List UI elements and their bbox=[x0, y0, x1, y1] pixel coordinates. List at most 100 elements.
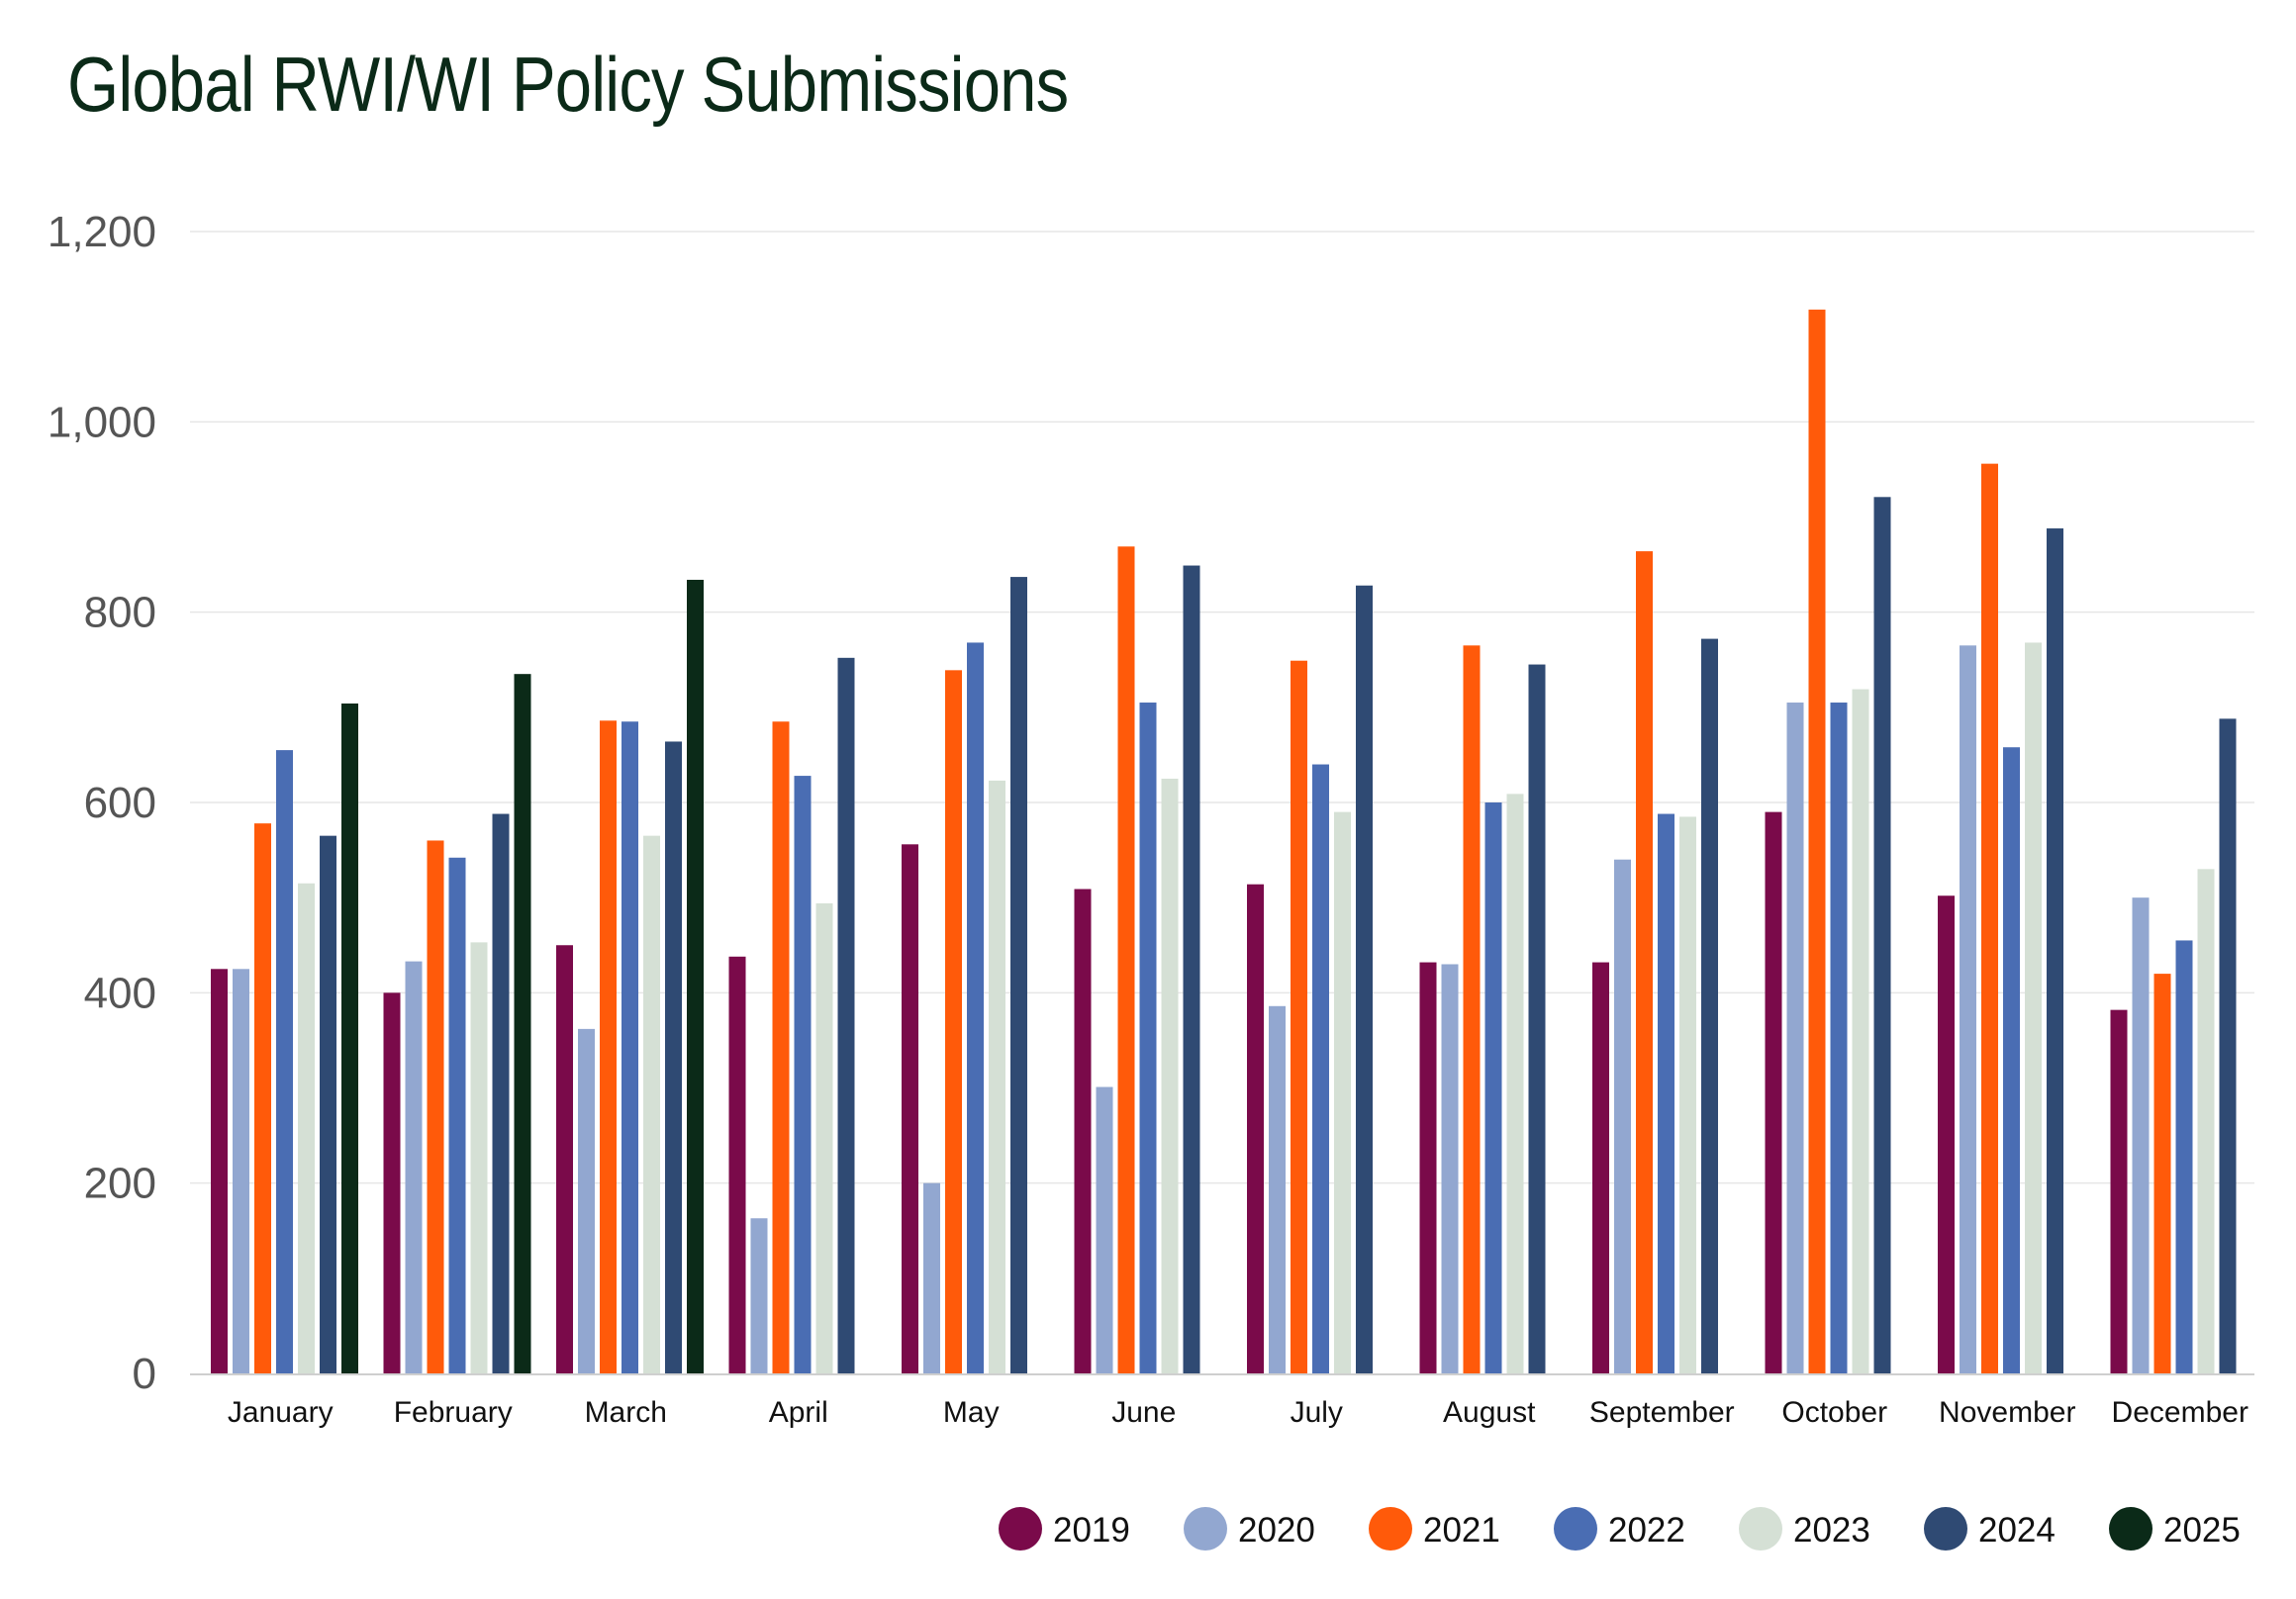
bar-2022-september bbox=[1658, 813, 1674, 1373]
bar-2019-july bbox=[1247, 884, 1264, 1373]
bar-2019-march bbox=[556, 945, 573, 1373]
legend-item-2022[interactable]: 2022 bbox=[1554, 1507, 1685, 1551]
bar-2021-march bbox=[600, 720, 617, 1373]
x-tick-label: March bbox=[585, 1396, 667, 1429]
bar-2024-february bbox=[492, 813, 510, 1373]
legend-item-2021[interactable]: 2021 bbox=[1369, 1507, 1500, 1551]
bar-2021-november bbox=[1981, 463, 1998, 1373]
legend-swatch bbox=[1739, 1507, 1782, 1551]
legend-swatch bbox=[1369, 1507, 1412, 1551]
bar-2021-june bbox=[1117, 546, 1135, 1373]
bar-2022-august bbox=[1484, 802, 1502, 1373]
bar-2021-january bbox=[254, 823, 271, 1373]
bar-2023-november bbox=[2025, 642, 2042, 1373]
bar-2023-october bbox=[1852, 689, 1869, 1373]
bar-2019-november bbox=[1938, 895, 1955, 1373]
legend-label: 2023 bbox=[1793, 1511, 1870, 1550]
legend-label: 2019 bbox=[1053, 1511, 1130, 1550]
bars bbox=[211, 309, 2237, 1373]
legend-swatch bbox=[1924, 1507, 1967, 1551]
bar-2024-april bbox=[837, 657, 855, 1373]
legend-swatch bbox=[2109, 1507, 2152, 1551]
bar-2023-january bbox=[298, 883, 315, 1373]
bar-2021-september bbox=[1636, 551, 1653, 1373]
x-tick-label: June bbox=[1111, 1396, 1176, 1429]
bar-2020-april bbox=[750, 1218, 768, 1373]
bar-2021-july bbox=[1291, 660, 1307, 1373]
legend-label: 2025 bbox=[2163, 1511, 2241, 1550]
bar-2021-february bbox=[427, 840, 444, 1373]
y-tick-label: 0 bbox=[133, 1350, 156, 1398]
x-tick-label: April bbox=[769, 1396, 828, 1429]
legend-swatch bbox=[1554, 1507, 1597, 1551]
y-tick-label: 200 bbox=[84, 1160, 156, 1208]
bar-2023-september bbox=[1679, 816, 1696, 1373]
bar-2024-july bbox=[1356, 585, 1373, 1373]
bar-2021-april bbox=[772, 721, 790, 1373]
bar-2020-october bbox=[1786, 703, 1804, 1373]
bar-2022-january bbox=[276, 750, 293, 1373]
bar-2022-february bbox=[448, 857, 466, 1373]
bar-2022-november bbox=[2003, 747, 2020, 1373]
bar-2021-may bbox=[945, 670, 962, 1373]
legend-item-2024[interactable]: 2024 bbox=[1924, 1507, 2056, 1551]
bar-2019-september bbox=[1592, 962, 1609, 1373]
bar-2024-october bbox=[1873, 497, 1891, 1373]
bar-2019-june bbox=[1074, 889, 1092, 1373]
y-tick-label: 600 bbox=[84, 779, 156, 827]
bar-2019-december bbox=[2110, 1009, 2128, 1373]
bar-2024-march bbox=[665, 741, 682, 1373]
legend-item-2023[interactable]: 2023 bbox=[1739, 1507, 1870, 1551]
bar-2020-november bbox=[1960, 645, 1976, 1373]
bar-2020-january bbox=[233, 969, 249, 1373]
x-axis-category-labels: January February March April May June July Augu… bbox=[228, 1396, 2248, 1429]
legend-swatch bbox=[1184, 1507, 1227, 1551]
bar-2023-july bbox=[1334, 811, 1351, 1373]
x-tick-label: February bbox=[394, 1396, 513, 1429]
legend[interactable]: 2019 2020 2021 2022 2023 2024 2025 bbox=[999, 1507, 2241, 1551]
bar-2021-december bbox=[2153, 974, 2171, 1373]
legend-item-2025[interactable]: 2025 bbox=[2109, 1507, 2241, 1551]
bar-2020-february bbox=[405, 961, 423, 1373]
bar-2020-december bbox=[2132, 897, 2150, 1373]
y-axis-tick-labels: 0 200 400 600 800 1,000 1,200 bbox=[48, 208, 156, 1398]
bar-2019-january bbox=[211, 969, 228, 1373]
chart-title: Global RWI/WI Policy Submissions bbox=[67, 41, 1069, 128]
bar-2025-january bbox=[341, 703, 358, 1373]
bar-2023-june bbox=[1161, 778, 1179, 1373]
bar-2022-july bbox=[1312, 764, 1329, 1373]
bar-2024-january bbox=[320, 835, 336, 1373]
bar-2025-february bbox=[514, 674, 531, 1373]
x-tick-label: August bbox=[1443, 1396, 1536, 1429]
bar-2023-december bbox=[2197, 869, 2215, 1373]
bar-2024-december bbox=[2219, 718, 2237, 1373]
bar-2020-august bbox=[1441, 964, 1459, 1373]
legend-label: 2020 bbox=[1238, 1511, 1315, 1550]
bar-2019-february bbox=[383, 992, 401, 1373]
bar-2023-august bbox=[1506, 794, 1524, 1373]
bar-2022-march bbox=[622, 721, 638, 1373]
legend-item-2020[interactable]: 2020 bbox=[1184, 1507, 1315, 1551]
grid-lines bbox=[190, 231, 2254, 1184]
x-tick-label: January bbox=[228, 1396, 334, 1429]
bar-2024-september bbox=[1701, 638, 1718, 1373]
x-tick-label: September bbox=[1589, 1396, 1735, 1429]
bar-2024-june bbox=[1183, 565, 1200, 1373]
legend-item-2019[interactable]: 2019 bbox=[999, 1507, 1130, 1551]
bar-2023-april bbox=[815, 902, 833, 1373]
bar-2020-july bbox=[1269, 1005, 1286, 1373]
x-tick-label: October bbox=[1781, 1396, 1887, 1429]
bar-2023-march bbox=[643, 835, 660, 1373]
bar-2022-december bbox=[2175, 940, 2193, 1373]
bar-2024-may bbox=[1010, 577, 1027, 1373]
y-tick-label: 800 bbox=[84, 589, 156, 637]
bar-2025-march bbox=[687, 579, 704, 1373]
x-tick-label: July bbox=[1291, 1396, 1343, 1429]
x-tick-label: December bbox=[2112, 1396, 2248, 1429]
bar-2022-october bbox=[1830, 703, 1848, 1373]
bar-2020-march bbox=[578, 1028, 595, 1373]
y-tick-label: 400 bbox=[84, 969, 156, 1017]
bar-2019-august bbox=[1419, 962, 1437, 1373]
bar-2024-august bbox=[1528, 664, 1546, 1373]
